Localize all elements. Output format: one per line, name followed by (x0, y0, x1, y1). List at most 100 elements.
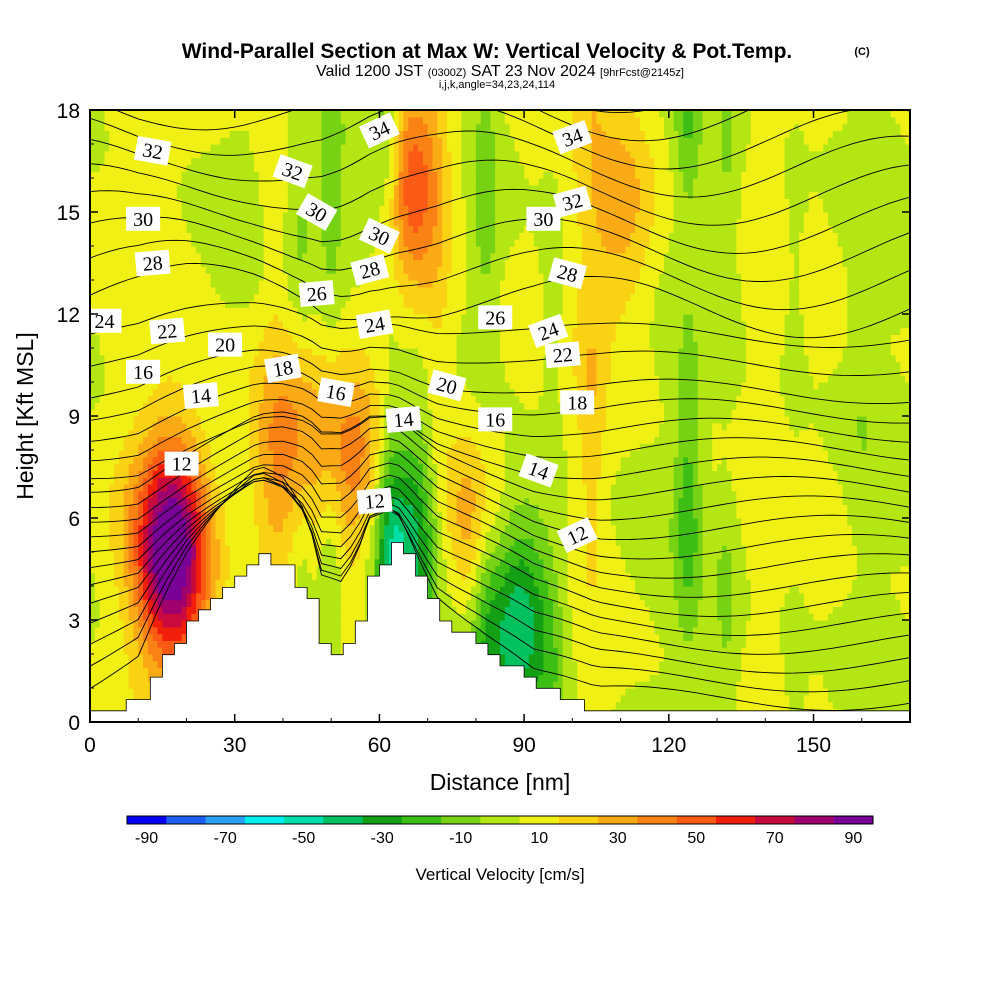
velocity-cell (321, 470, 327, 478)
velocity-cell (162, 620, 168, 628)
velocity-cell (311, 266, 318, 274)
velocity-cell (104, 565, 110, 573)
velocity-cell (123, 504, 130, 512)
velocity-cell (263, 178, 270, 186)
velocity-cell (157, 524, 163, 533)
velocity-cell (90, 144, 96, 152)
velocity-cell (287, 395, 294, 403)
velocity-cell (147, 565, 154, 573)
velocity-cell (152, 667, 159, 675)
velocity-cell (258, 171, 265, 179)
velocity-cell (282, 314, 289, 322)
velocity-cell (167, 524, 173, 533)
velocity-cell (152, 273, 159, 281)
velocity-cell (114, 361, 120, 369)
velocity-cell (307, 463, 313, 471)
velocity-cell (229, 218, 236, 227)
velocity-cell (273, 130, 279, 138)
velocity-cell (225, 422, 231, 431)
velocity-cell (99, 586, 106, 594)
velocity-cell (263, 402, 270, 410)
velocity-cell (287, 552, 294, 560)
velocity-cell (181, 402, 188, 410)
velocity-cell (336, 640, 342, 648)
velocity-cell (316, 579, 323, 587)
velocity-cell (167, 382, 173, 390)
velocity-cell (340, 137, 347, 145)
velocity-cell (200, 443, 207, 451)
velocity-cell (258, 382, 265, 390)
velocity-cell (157, 171, 163, 179)
velocity-cell (181, 252, 188, 261)
velocity-cell (200, 232, 207, 240)
velocity-cell (128, 116, 135, 125)
velocity-cell (176, 531, 183, 539)
velocity-cell (138, 606, 144, 614)
velocity-cell (326, 620, 332, 628)
velocity-cell (157, 613, 163, 621)
velocity-cell (311, 429, 318, 437)
velocity-cell (109, 552, 115, 560)
velocity-cell (128, 137, 135, 145)
velocity-cell (316, 341, 323, 349)
velocity-cell (123, 545, 130, 553)
velocity-cell (254, 130, 260, 138)
velocity-cell (282, 436, 289, 444)
velocity-cell (99, 688, 106, 696)
velocity-cell (138, 184, 144, 193)
velocity-cell (331, 164, 337, 172)
velocity-cell (196, 592, 202, 601)
velocity-cell (114, 110, 120, 118)
velocity-cell (104, 647, 110, 655)
velocity-cell (176, 191, 183, 199)
velocity-cell (311, 552, 318, 560)
velocity-cell (336, 252, 342, 261)
velocity-cell (287, 225, 294, 233)
velocity-cell (244, 314, 250, 322)
velocity-cell (152, 293, 159, 301)
velocity-cell (311, 456, 318, 465)
velocity-cell (172, 429, 178, 437)
chart-title: Wind-Parallel Section at Max W: Vertical… (182, 40, 793, 63)
velocity-cell (104, 490, 110, 499)
velocity-cell (297, 579, 303, 587)
velocity-cell (220, 191, 226, 199)
velocity-cell (234, 436, 241, 444)
velocity-cell (114, 416, 120, 424)
velocity-cell (326, 164, 332, 172)
velocity-cell (326, 361, 332, 369)
velocity-cell (186, 511, 192, 519)
velocity-cell (191, 416, 197, 424)
velocity-cell (143, 164, 149, 172)
velocity-cell (350, 178, 356, 186)
velocity-cell (210, 586, 217, 594)
velocity-cell (321, 110, 327, 118)
velocity-cell (104, 252, 110, 261)
velocity-cell (172, 252, 178, 261)
velocity-cell (138, 395, 144, 403)
velocity-cell (128, 388, 135, 397)
velocity-cell (287, 436, 294, 444)
velocity-cell (152, 463, 159, 471)
velocity-cell (254, 450, 260, 458)
velocity-cell (292, 375, 299, 383)
velocity-cell (152, 286, 159, 295)
velocity-cell (311, 273, 318, 281)
velocity-cell (220, 552, 226, 560)
velocity-cell (249, 490, 255, 499)
velocity-cell (157, 218, 163, 227)
velocity-cell (186, 266, 192, 274)
velocity-cell (331, 422, 337, 431)
velocity-cell (316, 375, 323, 383)
velocity-cell (99, 579, 106, 587)
velocity-cell (162, 246, 168, 254)
velocity-cell (210, 191, 217, 199)
velocity-cell (152, 409, 159, 417)
velocity-cell (104, 688, 110, 696)
velocity-cell (311, 579, 318, 587)
velocity-cell (215, 552, 221, 560)
velocity-cell (147, 463, 154, 471)
velocity-cell (109, 456, 115, 465)
velocity-cell (147, 620, 154, 628)
velocity-cell (336, 429, 342, 437)
